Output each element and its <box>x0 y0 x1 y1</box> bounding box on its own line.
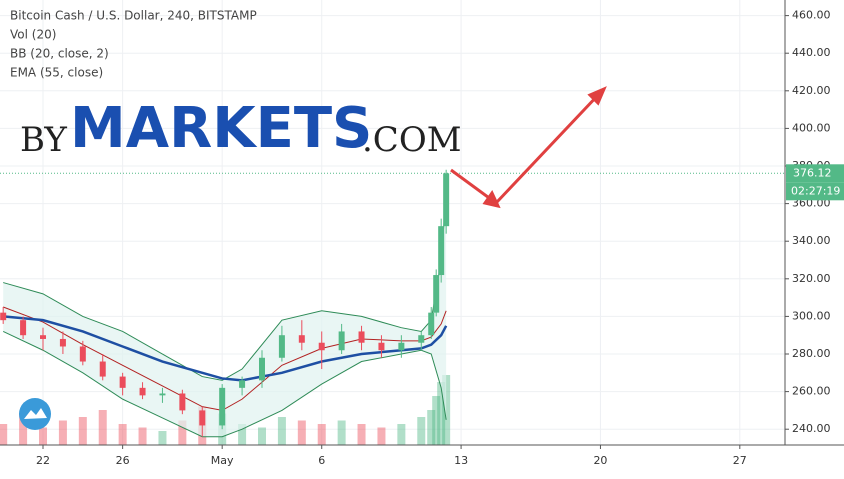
watermark: BY <box>20 120 67 160</box>
volume-bar <box>427 410 436 445</box>
price-tag <box>786 164 844 183</box>
volume-bar <box>0 424 8 445</box>
volume-bar <box>297 420 306 445</box>
x-tick-label: 27 <box>733 454 747 467</box>
candle-body <box>338 331 345 351</box>
countdown-label: 02:27:19 <box>791 184 840 197</box>
y-tick-label: 400.00 <box>792 121 831 134</box>
candle-body <box>0 312 7 321</box>
x-tick-label: 20 <box>593 454 607 467</box>
indicator-line <box>3 194 447 381</box>
candle-body <box>239 380 246 388</box>
candle-body <box>378 342 385 351</box>
indicator-line <box>2 330 447 438</box>
candle-body <box>99 361 106 377</box>
volume-bar <box>432 396 441 445</box>
y-tick-label: 340.00 <box>792 234 831 247</box>
y-tick-label: 420.00 <box>792 84 831 97</box>
candle-body <box>79 346 86 362</box>
y-tick-label: 300.00 <box>792 309 831 322</box>
countdown-tag <box>786 182 844 201</box>
volume-bar <box>257 427 266 445</box>
volume-bar <box>39 427 48 445</box>
volume-bar <box>277 417 286 445</box>
x-tick-label: 13 <box>454 454 468 467</box>
volume-bar <box>138 427 147 445</box>
volume-bar <box>437 382 446 445</box>
chart-title: Bitcoin Cash / U.S. Dollar, 240, BITSTAM… <box>10 9 257 23</box>
volume-bar <box>98 410 107 445</box>
y-tick-label: 260.00 <box>792 385 831 398</box>
volume-bar <box>417 417 426 445</box>
candle-body <box>59 338 66 347</box>
y-tick-label: 460.00 <box>792 9 831 22</box>
volume-bar <box>377 427 386 445</box>
watermark: .COM <box>362 120 462 160</box>
candle-body <box>40 335 47 339</box>
watermark: MARKETS <box>70 96 372 161</box>
x-tick-label: 22 <box>36 454 50 467</box>
candle-body <box>179 393 186 411</box>
candle-body <box>298 335 305 343</box>
volume-bar <box>158 431 167 445</box>
plot <box>0 169 785 445</box>
x-tick-label: May <box>211 454 234 467</box>
candle-body <box>20 320 27 336</box>
arrow-drawing <box>450 86 607 209</box>
volume-bar <box>178 420 187 445</box>
volume-bar <box>317 424 326 445</box>
candle-body <box>318 342 325 351</box>
volume-bar <box>19 413 28 445</box>
volume-bar <box>357 424 366 445</box>
candle-body <box>278 335 285 358</box>
x-tick-label: 26 <box>116 454 130 467</box>
y-tick-label: 280.00 <box>792 347 831 360</box>
y-tick-label: 320.00 <box>792 272 831 285</box>
logo-icon <box>24 408 47 419</box>
volume-bar <box>397 424 406 445</box>
candle-body <box>159 393 166 396</box>
y-tick-label: 440.00 <box>792 46 831 59</box>
volume-bar <box>337 420 346 445</box>
candle-body <box>199 410 206 426</box>
indicator: Vol (20) <box>10 28 56 42</box>
candle-body <box>428 312 435 336</box>
candle-body <box>358 331 365 343</box>
y-tick-label: 240.00 <box>792 422 831 435</box>
volume-bar <box>238 424 247 445</box>
candle-body <box>258 357 265 381</box>
candle-body <box>139 387 146 396</box>
candle-body <box>119 376 126 388</box>
volume-bar <box>78 417 87 445</box>
volume-bar <box>118 424 127 445</box>
candle-body <box>443 173 450 227</box>
volume-bar <box>58 420 67 445</box>
indicator: EMA (55, close) <box>10 66 103 80</box>
candle-body <box>398 342 405 351</box>
candle-body <box>433 275 440 313</box>
candle-body <box>438 226 445 276</box>
indicator: BB (20, close, 2) <box>10 47 109 61</box>
x-tick-label: 6 <box>318 454 325 467</box>
candle-body <box>219 387 226 426</box>
price-tag-label: 376.12 <box>793 166 832 179</box>
candle-body <box>418 335 425 343</box>
